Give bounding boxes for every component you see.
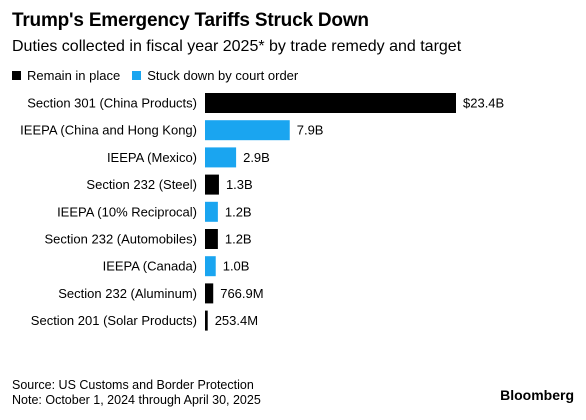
bar-struck — [205, 147, 237, 168]
legend-item-remain: Remain in place — [12, 68, 120, 83]
category-label: IEEPA (China and Hong Kong) — [20, 123, 197, 138]
bar-remain — [205, 93, 456, 113]
value-label: 1.3B — [226, 177, 253, 192]
value-label: 7.9B — [297, 123, 324, 138]
value-label: 1.0B — [223, 259, 250, 274]
category-label: Section 232 (Aluminum) — [58, 286, 197, 301]
legend-swatch-remain — [12, 71, 21, 80]
bar-remain — [205, 174, 219, 195]
category-label: Section 232 (Automobiles) — [45, 232, 197, 247]
category-label: IEEPA (Mexico) — [107, 150, 197, 165]
value-label: 1.2B — [225, 232, 252, 247]
source-note: Source: US Customs and Border Protection — [12, 378, 254, 392]
category-label: IEEPA (Canada) — [103, 259, 197, 274]
chart-title: Trump's Emergency Tariffs Struck Down — [12, 10, 369, 31]
value-label: $23.4B — [463, 96, 504, 111]
category-label: Section 232 (Steel) — [86, 177, 197, 192]
value-label: 2.9B — [243, 150, 270, 165]
bar-struck — [205, 120, 290, 141]
category-label: IEEPA (10% Reciprocal) — [57, 204, 197, 219]
legend-label-remain: Remain in place — [27, 68, 121, 83]
date-note: Note: October 1, 2024 through April 30, … — [12, 393, 261, 407]
value-label: 253.4M — [215, 313, 258, 328]
bloomberg-logo: Bloomberg — [500, 387, 574, 403]
legend-swatch-struck — [132, 71, 142, 80]
category-label: Section 201 (Solar Products) — [31, 313, 197, 328]
value-label: 1.2B — [225, 204, 252, 219]
legend-label-struck: Stuck down by court order — [147, 68, 299, 83]
bar-chart: Section 301 (China Products) $23.4B IEEPA … — [20, 93, 504, 331]
chart-subtitle: Duties collected in fiscal year 2025* by… — [12, 38, 462, 55]
bar-struck — [205, 201, 218, 222]
bar-struck — [205, 256, 216, 277]
footer-notes: Source: US Customs and Border Protection… — [12, 378, 261, 408]
legend-item-struck: Stuck down by court order — [132, 68, 298, 83]
category-label: Section 301 (China Products) — [27, 96, 197, 111]
legend: Remain in place Stuck down by court orde… — [12, 68, 310, 83]
bar-remain — [205, 229, 218, 249]
value-label: 766.9M — [220, 286, 263, 301]
bar-remain — [205, 310, 208, 331]
bar-remain — [205, 283, 214, 304]
